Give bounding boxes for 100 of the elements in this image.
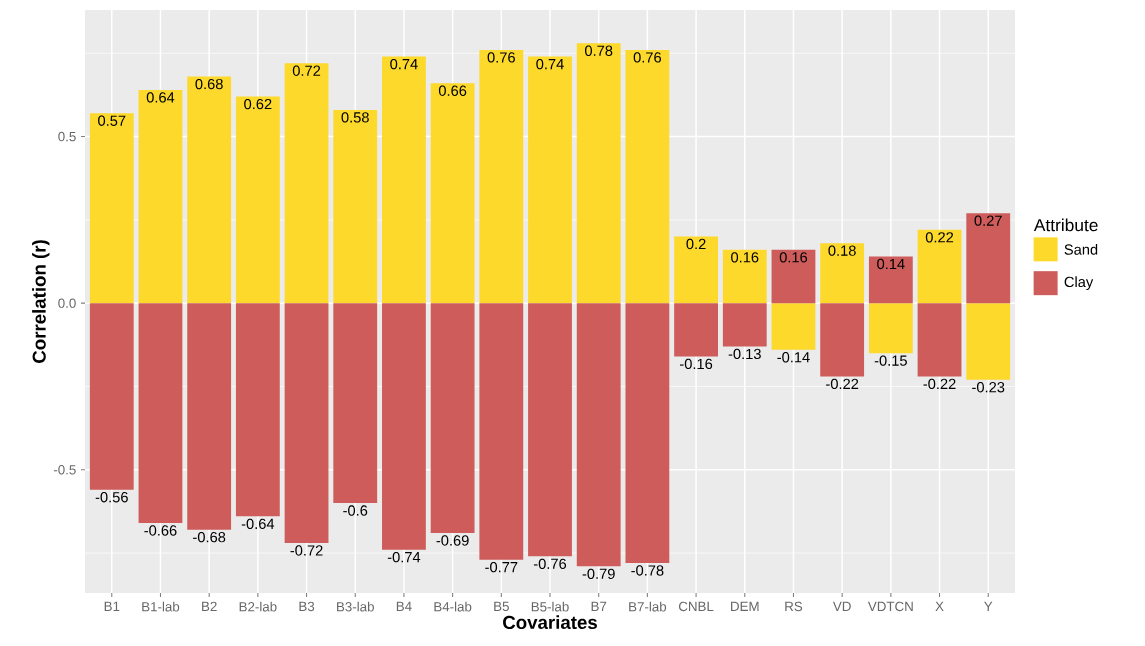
- data-label: 0.18: [828, 245, 856, 256]
- bar: [722, 303, 767, 347]
- x-tick-label: Y: [984, 601, 993, 611]
- bar: [771, 303, 816, 350]
- data-label: 0.16: [731, 252, 759, 263]
- x-tick-label: VDTCN: [867, 601, 913, 612]
- bar: [138, 89, 183, 304]
- data-label: -0.6: [343, 505, 368, 516]
- x-tick-label: B3-lab: [337, 601, 374, 612]
- data-label: -0.13: [728, 348, 761, 360]
- bar: [576, 303, 621, 567]
- y-tick-label: -0.5: [53, 465, 76, 475]
- x-tick-label: B4: [396, 601, 412, 611]
- data-label: 0.2: [686, 238, 706, 250]
- bar: [89, 303, 134, 490]
- data-label: -0.22: [826, 378, 859, 390]
- data-label: 0.68: [195, 78, 223, 90]
- x-tick-label: B1-lab: [142, 601, 180, 612]
- data-label: -0.66: [144, 525, 177, 536]
- bar: [576, 43, 621, 304]
- bar: [89, 113, 134, 304]
- bar: [382, 303, 426, 550]
- data-label: -0.72: [290, 545, 323, 556]
- bar: [479, 303, 524, 560]
- data-label: 0.66: [438, 85, 467, 96]
- bar: [868, 256, 913, 304]
- legend-label: Sand: [1064, 243, 1098, 255]
- bar: [674, 303, 718, 357]
- bar: [284, 303, 329, 544]
- data-label: -0.22: [923, 378, 956, 390]
- data-label: 0.76: [487, 52, 515, 63]
- legend-label: Clay: [1064, 276, 1094, 290]
- bar: [820, 303, 865, 377]
- bar: [528, 56, 572, 304]
- bar: [235, 96, 280, 304]
- bar: [333, 109, 378, 304]
- x-tick-label: DEM: [731, 601, 759, 611]
- bar: [625, 303, 670, 564]
- data-label: -0.74: [387, 551, 421, 563]
- data-label: 0.14: [877, 258, 905, 270]
- data-label: 0.16: [779, 252, 808, 263]
- bar: [868, 303, 913, 354]
- bar: [722, 249, 767, 304]
- x-axis-title: Covariates: [503, 615, 597, 630]
- bar: [479, 49, 524, 304]
- bar: [430, 303, 475, 534]
- y-tick-label: 0.0: [58, 298, 76, 308]
- bar: [771, 249, 816, 304]
- x-tick-label: B5: [494, 601, 509, 612]
- data-label: 0.57: [98, 115, 126, 126]
- x-tick-label: CNBL: [678, 601, 714, 612]
- data-label: -0.76: [533, 558, 567, 570]
- legend-title: Attribute: [1033, 218, 1098, 232]
- x-tick-label: B5-lab: [531, 601, 569, 612]
- data-label: -0.77: [485, 561, 518, 573]
- bar: [187, 76, 232, 304]
- bar: [625, 49, 670, 304]
- data-label: 0.22: [925, 232, 954, 243]
- x-tick-label: VD: [832, 601, 851, 611]
- bar: [333, 303, 378, 504]
- bar: [235, 303, 280, 517]
- data-label: -0.68: [193, 531, 226, 543]
- y-tick-label: 0.5: [58, 131, 76, 142]
- data-label: 0.78: [584, 45, 613, 56]
- data-label: 0.76: [633, 52, 662, 63]
- x-tick-label: B2: [202, 601, 217, 612]
- bar: [917, 229, 962, 304]
- x-tick-label: B2-lab: [239, 601, 277, 612]
- x-tick-label: B7-lab: [629, 601, 667, 612]
- x-tick-label: B4-lab: [434, 601, 472, 612]
- bar: [528, 303, 572, 557]
- bar: [966, 303, 1011, 380]
- bar: [138, 303, 183, 524]
- bar: [917, 303, 962, 377]
- data-label: 0.64: [146, 92, 175, 103]
- data-label: 0.58: [341, 112, 369, 123]
- data-label: -0.15: [874, 355, 907, 366]
- data-label: -0.78: [631, 565, 664, 576]
- data-label: 0.27: [974, 215, 1002, 226]
- data-label: -0.16: [680, 358, 713, 370]
- data-label: -0.23: [972, 382, 1005, 393]
- data-label: 0.72: [292, 65, 321, 76]
- bar: [820, 243, 865, 304]
- bar: [430, 83, 475, 304]
- bar: [382, 56, 426, 304]
- bar: [674, 236, 718, 304]
- data-label: -0.64: [241, 518, 275, 530]
- x-tick-label: B7: [591, 601, 607, 611]
- data-label: 0.74: [536, 58, 564, 70]
- x-tick-label: B3: [299, 601, 315, 612]
- bar: [284, 63, 329, 304]
- bar: [187, 303, 232, 530]
- x-tick-label: RS: [785, 601, 803, 612]
- bar: [966, 213, 1011, 304]
- x-tick-label: X: [935, 601, 944, 611]
- data-label: -0.69: [436, 535, 469, 546]
- x-tick-label: B1: [104, 601, 120, 611]
- data-label: 0.74: [390, 58, 418, 70]
- y-axis-title: Correlation (r): [32, 240, 50, 363]
- data-label: 0.62: [244, 98, 272, 110]
